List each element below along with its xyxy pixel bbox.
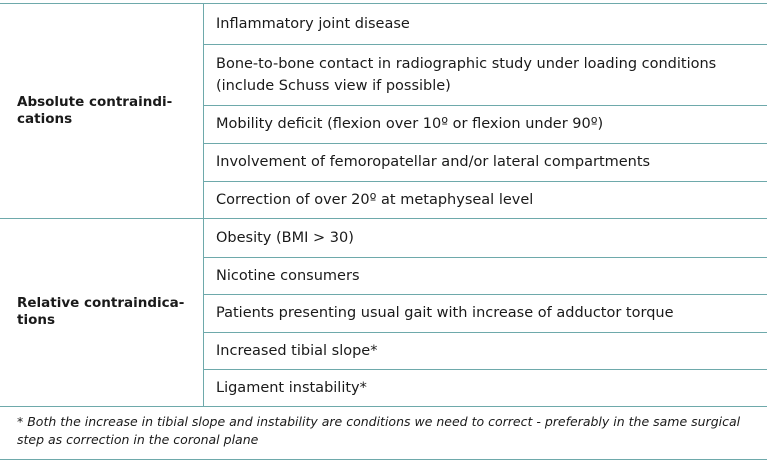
item-cell: Increased tibial slope* [216,342,378,359]
item-cell: Ligament instability* [216,379,367,396]
item-cell: Involvement of femoropatellar and/or lat… [216,154,651,170]
bottom-border [0,459,767,460]
row-border [203,257,767,258]
item-cell: Correction of over 20º at metaphyseal le… [216,191,534,208]
row-border [203,44,767,45]
item-cell: Patients presenting usual gait with incr… [216,305,674,321]
footnote: * Both the increase in tibial slope and … [17,414,741,447]
row-border [203,369,767,370]
group-border [0,406,767,407]
item-cell: Mobility deficit (flexion over 10º or fl… [216,116,604,132]
item-cell: Nicotine consumers [216,267,360,284]
top-border [0,3,767,4]
group-label-line: Absolute contraindi- [17,93,173,110]
row-border [203,105,767,106]
group-label-line: Relative contraindica- [17,295,185,311]
item-cell: Inflammatory joint disease [216,15,410,32]
item-cell: Obesity (BMI > 30) [216,229,354,246]
row-border [203,143,767,144]
row-border [203,294,767,295]
group-label-line: cations [17,110,73,127]
row-border [203,332,767,333]
group-border [0,218,767,219]
item-cell: Bone-to-bone contact in radiographic stu… [216,55,717,94]
group-label: Relative contraindica-tions [17,218,197,406]
column-divider [203,3,204,406]
row-border [203,181,767,182]
group-label: Absolute contraindi-cations [17,3,197,218]
group-label-line: tions [17,312,56,328]
